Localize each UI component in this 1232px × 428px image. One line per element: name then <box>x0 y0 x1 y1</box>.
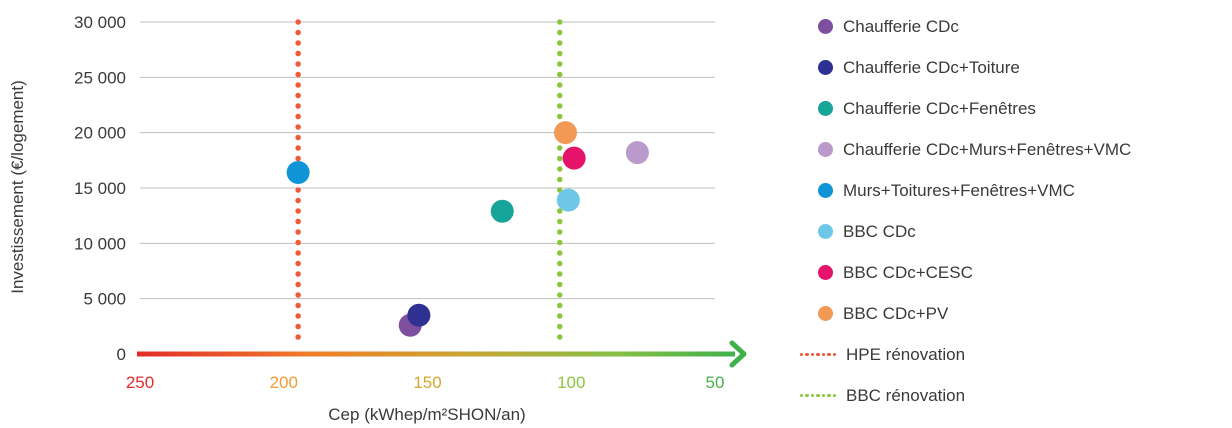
x-axis-arrowhead <box>729 340 747 368</box>
legend-marker <box>818 183 833 198</box>
gridlines <box>140 21 715 300</box>
data-point <box>407 303 431 327</box>
legend-label: Chaufferie CDc+Fenêtres <box>843 98 1036 118</box>
legend-marker <box>818 60 833 75</box>
legend: Chaufferie CDc Chaufferie CDc+Toiture Chau… <box>778 6 1131 416</box>
y-tick-label: 30 000 <box>74 13 126 32</box>
chart: 0 5 000 10 000 15 000 20 000 25 000 30 000 250… <box>8 13 747 424</box>
data-points <box>286 121 649 337</box>
legend-marker <box>818 306 833 321</box>
x-axis <box>137 340 747 368</box>
data-point <box>625 141 649 165</box>
data-point <box>286 161 310 185</box>
x-tick-label: 250 <box>126 373 154 392</box>
x-tick-label: 100 <box>557 373 585 392</box>
y-tick-label: 0 <box>117 345 126 364</box>
legend-marker <box>818 224 833 239</box>
x-tick-label: 150 <box>413 373 441 392</box>
y-axis-label: Investissement (€/logement) <box>8 80 27 294</box>
legend-label: BBC CDc+CESC <box>843 262 973 282</box>
reference-lines <box>295 19 563 349</box>
legend-item: Chaufferie CDc <box>778 6 1131 47</box>
y-tick-labels: 0 5 000 10 000 15 000 20 000 25 000 30 000 <box>74 13 126 364</box>
data-point <box>490 199 514 223</box>
legend-marker <box>818 101 833 116</box>
legend-label: Murs+Toitures+Fenêtres+VMC <box>843 180 1075 200</box>
legend-marker <box>818 142 833 157</box>
data-point <box>556 188 580 212</box>
y-tick-label: 20 000 <box>74 124 126 143</box>
legend-item: BBC CDc+CESC <box>778 252 1131 293</box>
legend-line-marker <box>778 393 836 398</box>
y-tick-label: 10 000 <box>74 234 126 253</box>
data-point <box>562 146 586 170</box>
legend-label: BBC CDc+PV <box>843 303 949 323</box>
legend-item: BBC CDc+PV <box>778 293 1131 334</box>
x-axis-gradient-bar <box>137 351 735 357</box>
legend-item: BBC rénovation <box>778 375 1131 416</box>
legend-item: Murs+Toitures+Fenêtres+VMC <box>778 170 1131 211</box>
x-axis-label: Cep (kWhep/m²SHON/an) <box>328 405 525 424</box>
legend-item: Chaufferie CDc+Fenêtres <box>778 88 1131 129</box>
legend-label: Chaufferie CDc+Toiture <box>843 57 1020 77</box>
legend-label: Chaufferie CDc+Murs+Fenêtres+VMC <box>843 139 1132 159</box>
legend-label: BBC CDc <box>843 221 916 241</box>
legend-marker <box>818 19 833 34</box>
x-tick-label: 200 <box>270 373 298 392</box>
legend-label: HPE rénovation <box>846 344 966 364</box>
x-tick-label: 50 <box>706 373 725 392</box>
legend-item: Chaufferie CDc+Murs+Fenêtres+VMC <box>778 129 1131 170</box>
legend-item: BBC CDc <box>778 211 1131 252</box>
legend-label: Chaufferie CDc <box>843 16 959 36</box>
y-tick-label: 5 000 <box>83 290 126 309</box>
legend-item: HPE rénovation <box>778 334 1131 375</box>
y-tick-label: 15 000 <box>74 179 126 198</box>
legend-marker <box>818 265 833 280</box>
data-point <box>554 121 577 145</box>
legend-label: BBC rénovation <box>846 385 966 405</box>
x-tick-labels: 250 200 150 100 50 <box>126 373 725 392</box>
legend-item: Chaufferie CDc+Toiture <box>778 47 1131 88</box>
legend-line-marker <box>778 352 836 357</box>
y-tick-label: 25 000 <box>74 68 126 87</box>
